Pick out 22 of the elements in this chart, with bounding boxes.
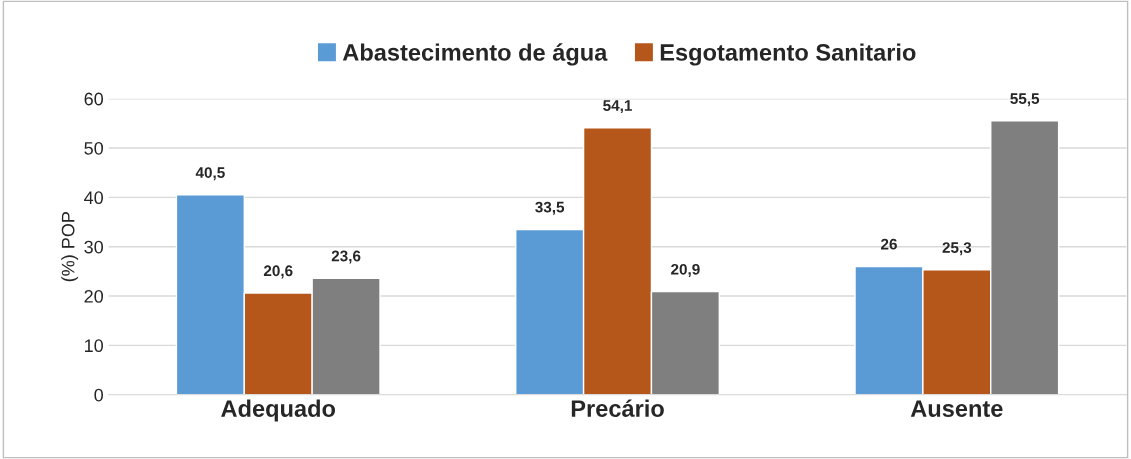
data-label: 23,6	[331, 250, 361, 264]
data-label: 55,5	[1010, 93, 1040, 107]
data-label: 20,6	[263, 265, 293, 279]
legend-label: Abastecimento de água	[342, 43, 608, 66]
y-tick-label: 60	[84, 92, 104, 106]
data-label: 33,5	[535, 201, 565, 215]
y-tick-label: 30	[84, 240, 104, 254]
x-tick-label: Ausente	[910, 400, 1003, 417]
data-label: 54,1	[603, 100, 632, 114]
y-tick-label: 20	[84, 289, 104, 303]
data-label: 40,5	[195, 167, 225, 181]
y-tick-label: 0	[94, 388, 104, 402]
data-label: 25,3	[942, 242, 972, 256]
data-label: 26	[881, 238, 897, 250]
x-tick-label: Adequado	[221, 399, 336, 422]
x-tick-label: Precário	[571, 399, 664, 417]
y-tick-label: 40	[84, 191, 104, 205]
y-tick-label: 10	[85, 339, 104, 353]
data-label: 20,9	[671, 263, 700, 277]
y-axis-title: (%) POP	[61, 212, 79, 282]
legend-label: Esgotamento Sanitario	[660, 43, 916, 66]
y-tick-label: 50	[84, 141, 104, 155]
